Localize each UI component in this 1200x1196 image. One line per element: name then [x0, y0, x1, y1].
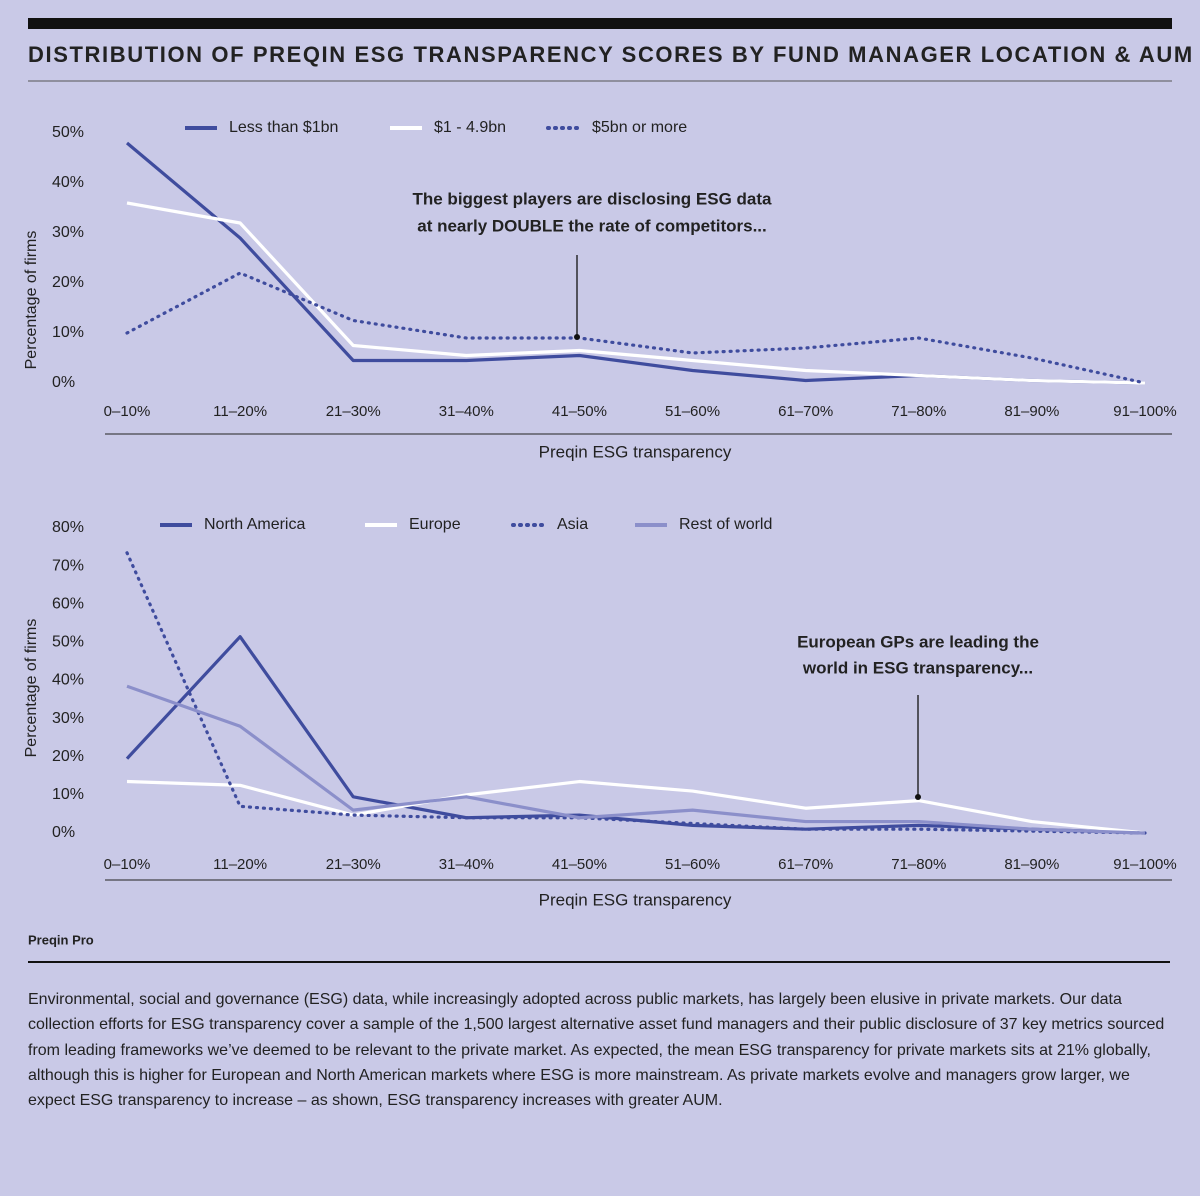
x-tick-label: 61–70% [778, 856, 833, 873]
x-tick-label: 91–100% [1113, 856, 1176, 873]
y-tick-label: 70% [52, 557, 84, 574]
y-tick-label: 20% [52, 748, 84, 765]
x-tick-label: 41–50% [552, 403, 607, 420]
y-tick-label: 10% [52, 324, 84, 341]
y-tick-label: 30% [52, 710, 84, 727]
legend-label: Less than $1bn [229, 119, 338, 136]
annotation: world in ESG transparency... [802, 658, 1033, 677]
body-text: Environmental, social and governance (ES… [28, 991, 1165, 1110]
legend-label: Rest of world [679, 516, 772, 533]
x-tick-label: 91–100% [1113, 403, 1176, 420]
x-tick-label: 0–10% [104, 403, 151, 420]
x-tick-label: 61–70% [778, 403, 833, 420]
x-tick-label: 71–80% [891, 403, 946, 420]
x-axis-label: Preqin ESG transparency [539, 442, 732, 461]
series-line [126, 779, 1146, 835]
y-tick-label: 50% [52, 634, 84, 651]
y-tick-label: 40% [52, 672, 84, 689]
legend-label: $5bn or more [592, 119, 687, 136]
y-tick-label: 80% [52, 519, 84, 536]
annotation-dot [915, 794, 921, 800]
x-tick-label: 51–60% [665, 403, 720, 420]
y-tick-label: 20% [52, 274, 84, 291]
series-line [126, 684, 1146, 835]
series-line [125, 141, 1146, 385]
x-tick-label: 31–40% [439, 856, 494, 873]
x-tick-label: 81–90% [1004, 403, 1059, 420]
x-axis-label: Preqin ESG transparency [539, 890, 732, 909]
x-tick-label: 21–30% [326, 856, 381, 873]
legend-label: $1 - 4.9bn [434, 119, 506, 136]
x-tick-label: 51–60% [665, 856, 720, 873]
y-axis-label: Percentage of firms [23, 231, 40, 370]
annotation-dot [574, 334, 580, 340]
top-bar [28, 18, 1172, 29]
legend-label: Asia [557, 516, 588, 533]
x-tick-label: 71–80% [891, 856, 946, 873]
x-tick-label: 21–30% [326, 403, 381, 420]
y-tick-label: 50% [52, 124, 84, 141]
x-tick-label: 81–90% [1004, 856, 1059, 873]
y-axis-label: Percentage of firms [23, 619, 40, 758]
legend-label: Europe [409, 516, 461, 533]
x-tick-label: 31–40% [439, 403, 494, 420]
y-tick-label: 30% [52, 224, 84, 241]
x-tick-label: 11–20% [213, 856, 267, 873]
series-line [126, 201, 1146, 385]
annotation: at nearly DOUBLE the rate of competitors… [417, 216, 767, 235]
y-tick-label: 0% [52, 824, 75, 841]
series-line [125, 551, 1147, 835]
page-title: DISTRIBUTION OF PREQIN ESG TRANSPARENCY … [28, 42, 1194, 67]
annotation: The biggest players are disclosing ESG d… [412, 189, 772, 208]
legend-label: North America [204, 516, 305, 533]
y-tick-label: 40% [52, 174, 84, 191]
series-line [125, 271, 1147, 385]
source: Preqin Pro [28, 932, 94, 947]
y-tick-label: 10% [52, 786, 84, 803]
y-tick-label: 60% [52, 595, 84, 612]
x-tick-label: 41–50% [552, 856, 607, 873]
annotation: European GPs are leading the [797, 632, 1039, 651]
x-tick-label: 11–20% [213, 403, 267, 420]
x-tick-label: 0–10% [104, 856, 151, 873]
y-tick-label: 0% [52, 374, 75, 391]
